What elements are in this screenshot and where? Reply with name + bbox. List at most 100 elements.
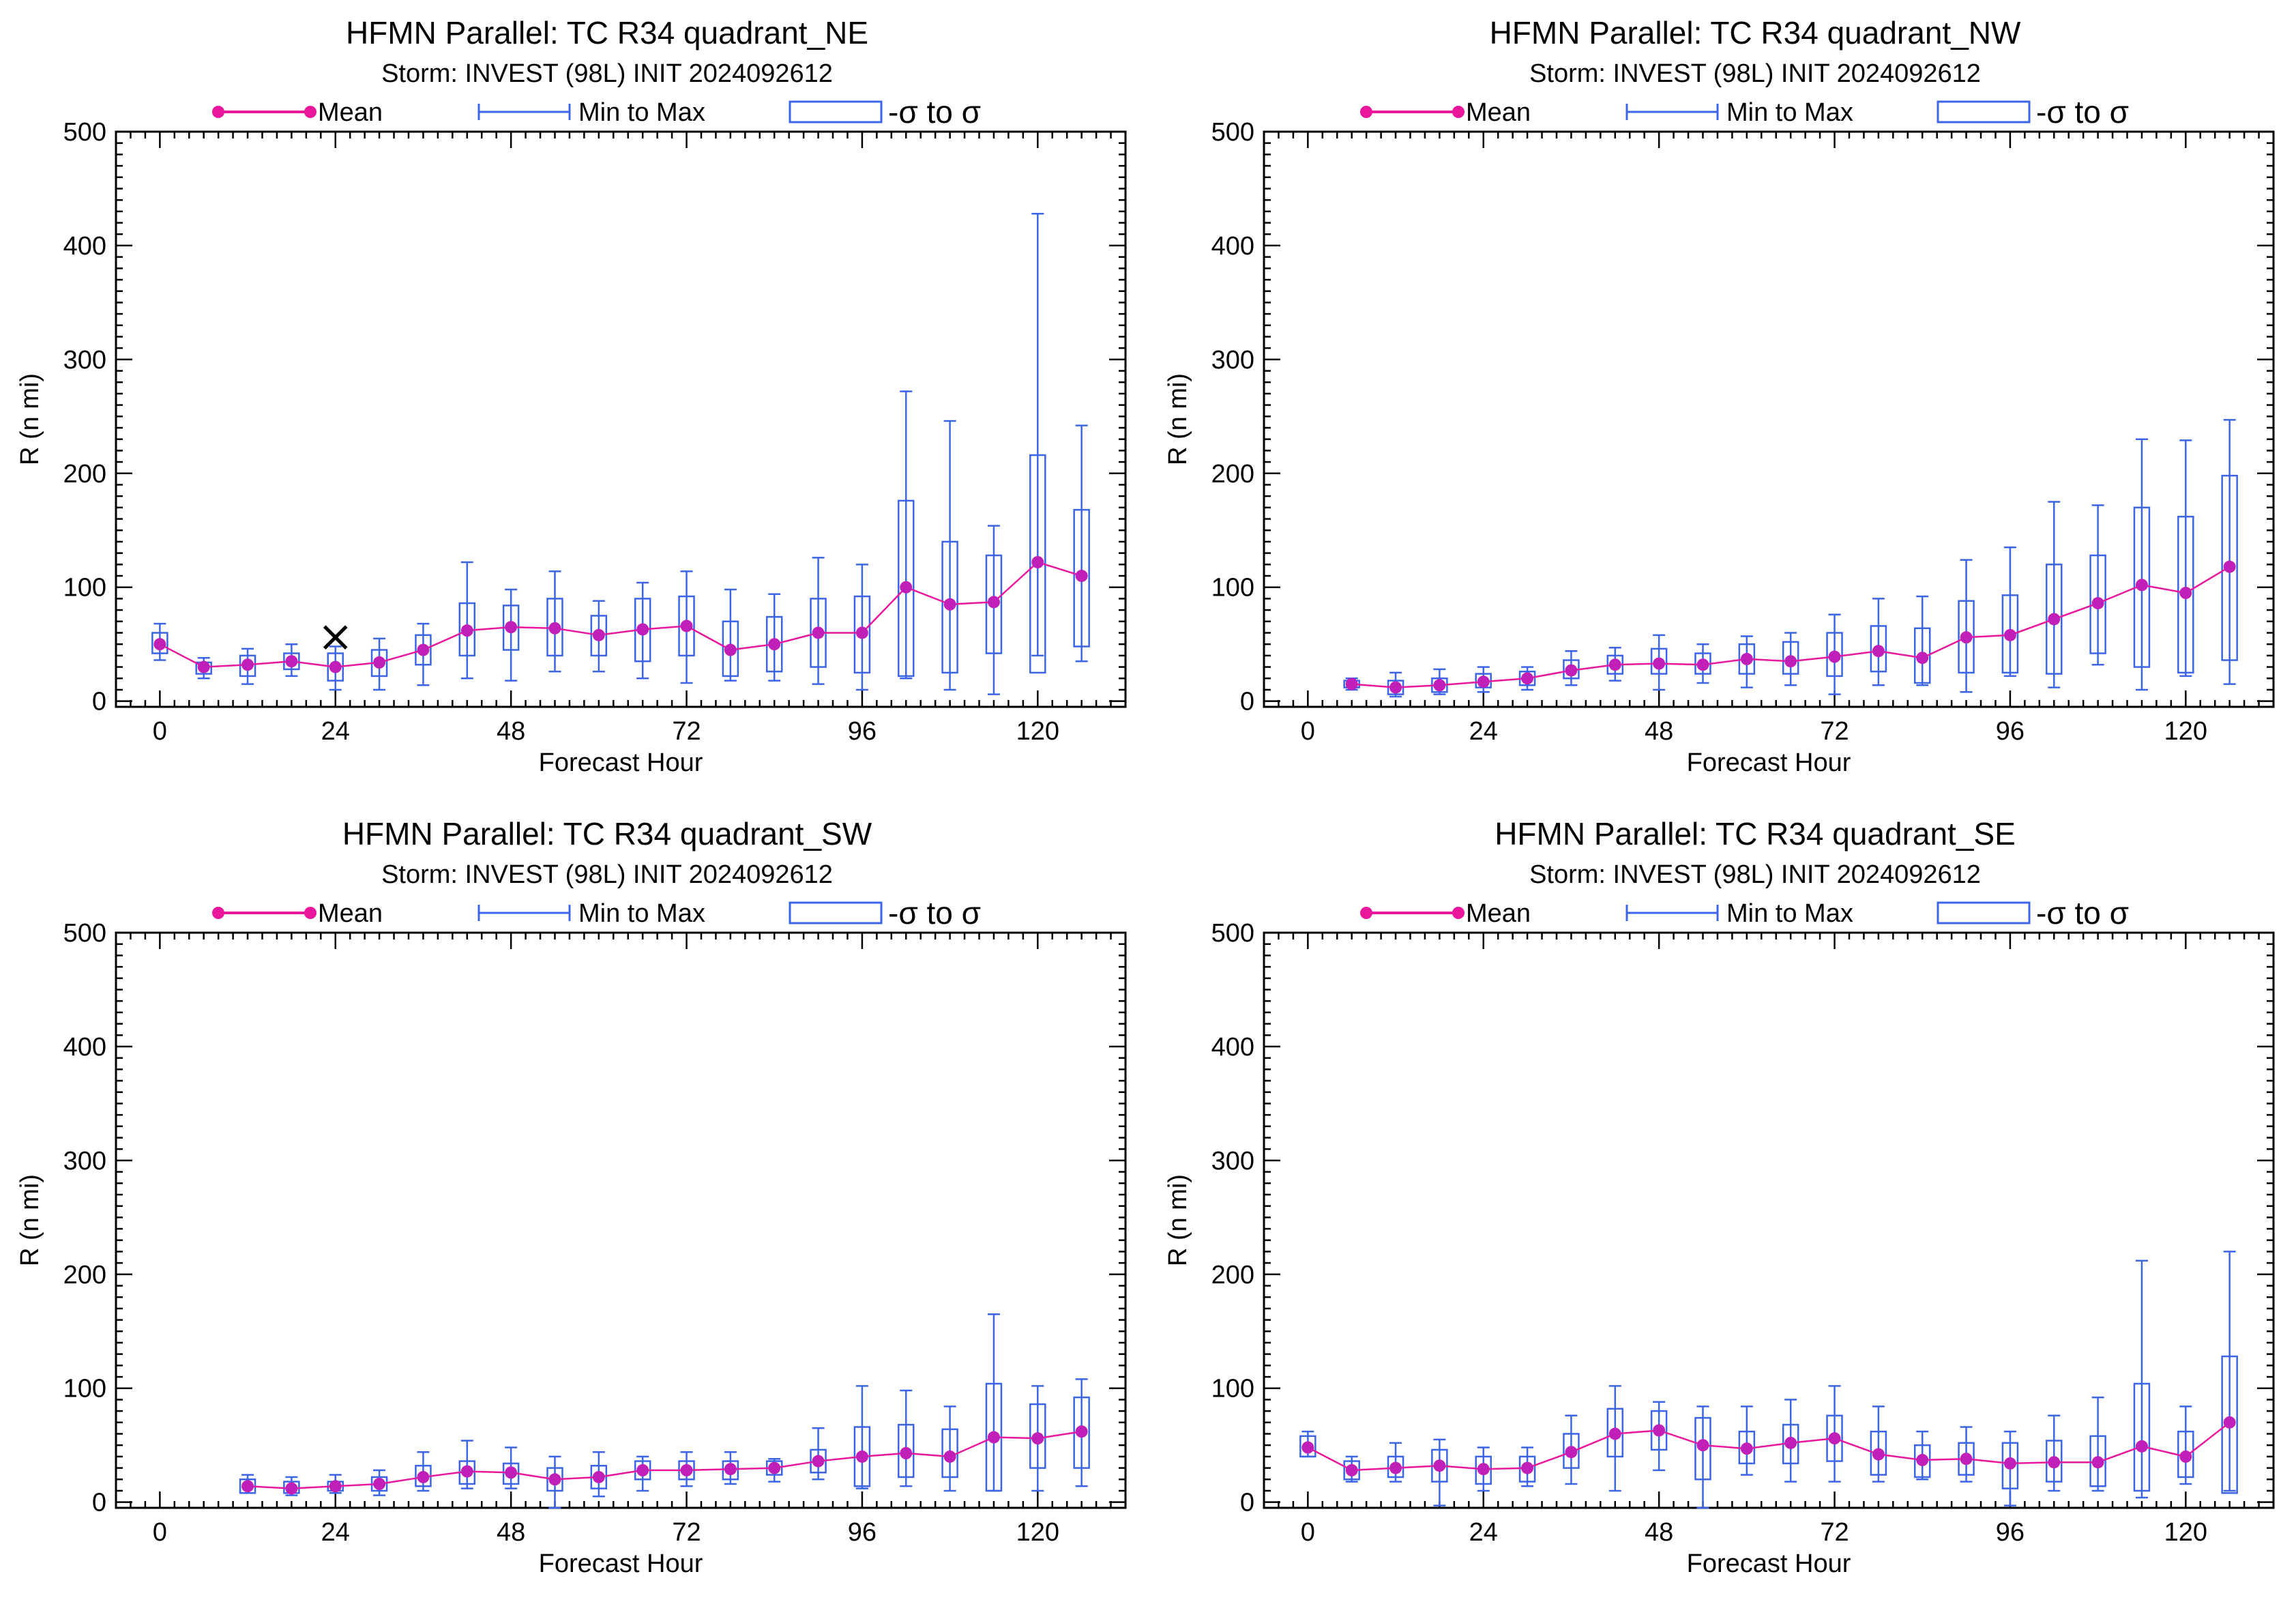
y-tick-label: 100 bbox=[63, 1375, 106, 1403]
mean-point bbox=[1521, 1461, 1534, 1474]
y-tick-label: 100 bbox=[63, 574, 106, 602]
chart-title: HFMN Parallel: TC R34 quadrant_NE bbox=[346, 15, 868, 50]
x-tick-label: 48 bbox=[1645, 1518, 1673, 1547]
mean-point bbox=[285, 1482, 298, 1495]
y-tick-label: 400 bbox=[63, 1033, 106, 1062]
mean-point bbox=[812, 626, 825, 639]
sigma-box bbox=[941, 540, 958, 674]
y-tick-label: 300 bbox=[63, 346, 106, 375]
mean-point bbox=[505, 621, 518, 634]
mean-line bbox=[159, 561, 1083, 668]
mean-point bbox=[2135, 1440, 2148, 1453]
x-tick-label: 0 bbox=[1301, 1518, 1315, 1547]
sigma-box bbox=[546, 598, 563, 657]
legend-sigma-label: -σ to σ bbox=[888, 94, 981, 130]
legend-mean-label: Mean bbox=[318, 98, 383, 127]
y-tick-label: 500 bbox=[1211, 118, 1254, 147]
x-tick-label: 48 bbox=[497, 1518, 525, 1547]
legend-minmax-label: Min to Max bbox=[1726, 98, 1853, 127]
x-tick-label: 48 bbox=[497, 717, 525, 746]
y-tick-label: 0 bbox=[1240, 1489, 1254, 1517]
mean-point bbox=[1916, 1453, 1929, 1466]
mean-point bbox=[1301, 1441, 1314, 1454]
mean-point bbox=[1031, 555, 1044, 568]
x-axis-title: Forecast Hour bbox=[1687, 748, 1851, 777]
legend-mean-marker bbox=[304, 106, 317, 118]
sigma-box bbox=[415, 634, 432, 666]
sigma-box bbox=[590, 615, 608, 657]
mean-point bbox=[592, 1470, 605, 1483]
y-tick-label: 200 bbox=[63, 1261, 106, 1290]
x-tick-label: 96 bbox=[848, 717, 877, 746]
mean-point bbox=[1477, 675, 1490, 688]
sigma-box bbox=[1073, 508, 1090, 647]
sigma-box bbox=[765, 615, 783, 673]
legend-minmax-label: Min to Max bbox=[578, 899, 705, 928]
legend-mean-marker bbox=[212, 106, 224, 118]
chart-panel-3: HFMN Parallel: TC R34 quadrant_SW Storm: … bbox=[16, 816, 1127, 1578]
mean-point bbox=[2179, 587, 2192, 600]
x-tick-label: 0 bbox=[153, 1518, 167, 1547]
sigma-box bbox=[1913, 627, 1931, 684]
mean-point bbox=[2223, 560, 2236, 573]
mean-point bbox=[548, 1473, 561, 1486]
chart-title: HFMN Parallel: TC R34 quadrant_SW bbox=[342, 816, 872, 851]
mean-point bbox=[1653, 657, 1666, 670]
mean-point bbox=[1872, 1448, 1885, 1461]
x-tick-label: 72 bbox=[1820, 717, 1849, 746]
sigma-box bbox=[1870, 1430, 1887, 1476]
mean-point bbox=[1872, 645, 1885, 658]
mean-line bbox=[1307, 1421, 2231, 1472]
legend-mean-marker bbox=[1360, 907, 1372, 919]
mean-point bbox=[592, 628, 605, 641]
chart-legend: Mean Min to Max -σ to σ bbox=[1360, 94, 2129, 130]
x-tick-label: 120 bbox=[2164, 717, 2207, 746]
mean-point bbox=[1521, 672, 1534, 685]
y-tick-label: 400 bbox=[1211, 232, 1254, 261]
mean-point bbox=[900, 1446, 913, 1459]
y-tick-label: 0 bbox=[1240, 688, 1254, 716]
sigma-box bbox=[151, 632, 168, 654]
mean-point bbox=[1696, 658, 1709, 671]
mean-point bbox=[1075, 1425, 1088, 1438]
sigma-box bbox=[898, 1423, 915, 1479]
mean-point bbox=[2135, 579, 2148, 592]
mean-point bbox=[1960, 631, 1973, 644]
y-tick-label: 400 bbox=[1211, 1033, 1254, 1062]
sigma-box bbox=[1029, 1403, 1046, 1469]
legend-mean-label: Mean bbox=[318, 899, 383, 928]
mean-point bbox=[1784, 655, 1797, 668]
y-tick-label: 200 bbox=[63, 460, 106, 489]
sigma-box bbox=[853, 595, 871, 674]
mean-point bbox=[241, 1480, 254, 1493]
mean-point bbox=[153, 638, 166, 651]
x-tick-label: 96 bbox=[1996, 717, 2025, 746]
chart-legend: Mean Min to Max -σ to σ bbox=[1360, 895, 2129, 931]
x-tick-label: 24 bbox=[1469, 717, 1498, 746]
chart-legend: Mean Min to Max -σ to σ bbox=[212, 895, 981, 931]
sigma-box bbox=[1650, 647, 1668, 675]
x-tick-label: 0 bbox=[153, 717, 167, 746]
legend-mean-marker bbox=[1360, 106, 1372, 118]
chart-subtitle: Storm: INVEST (98L) INIT 2024092612 bbox=[1529, 860, 1981, 889]
plot-frame bbox=[1263, 931, 2275, 1509]
mean-point bbox=[987, 596, 1000, 609]
mean-point bbox=[900, 581, 913, 594]
x-tick-label: 96 bbox=[1996, 1518, 2025, 1547]
legend-mean-marker bbox=[304, 907, 317, 919]
mean-point bbox=[943, 598, 956, 611]
y-tick-label: 0 bbox=[92, 688, 106, 716]
sigma-box bbox=[1475, 1455, 1492, 1485]
mean-point bbox=[460, 624, 473, 637]
y-tick-label: 300 bbox=[63, 1147, 106, 1176]
sigma-box bbox=[2221, 474, 2238, 661]
mean-point bbox=[1916, 652, 1929, 665]
sigma-box bbox=[2046, 564, 2063, 675]
x-tick-label: 72 bbox=[1820, 1518, 1849, 1547]
mean-point bbox=[636, 623, 649, 636]
mean-point bbox=[768, 1461, 781, 1474]
x-marker bbox=[323, 625, 348, 650]
y-tick-label: 0 bbox=[92, 1489, 106, 1517]
mean-point bbox=[680, 1463, 693, 1476]
